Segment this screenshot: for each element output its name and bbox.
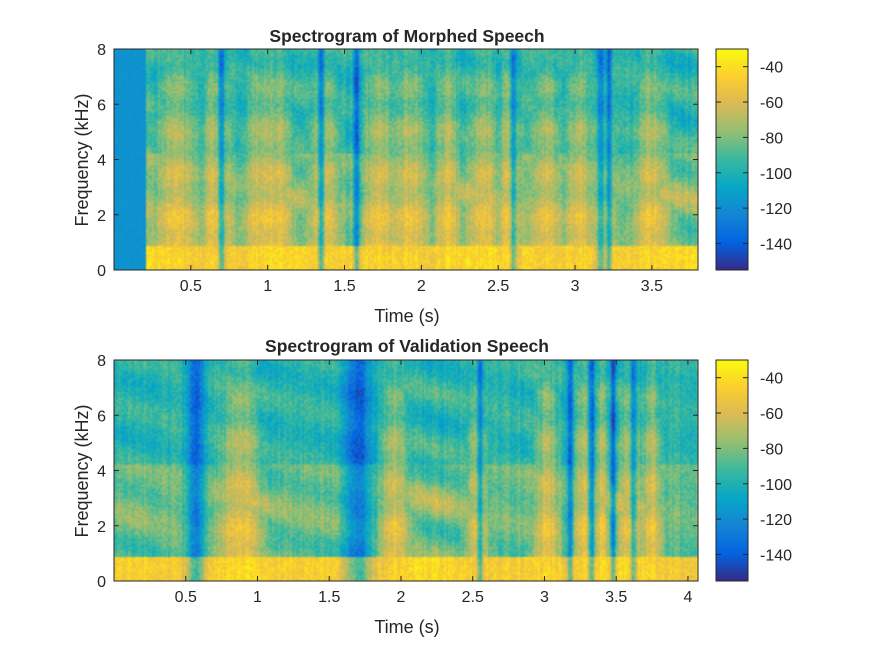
y-axis-ticks: 0 2 4 6 8 [97, 42, 698, 280]
spectrogram-panel-morphed: Spectrogram of Morphed Speech 0.5 1 1.5 2 2.… [72, 26, 792, 326]
x-axis-ticks: 0.5 1 1.5 2 2.5 3 3.5 [180, 49, 663, 295]
y-tick-label: 0 [97, 574, 106, 591]
x-tick-label: 2 [417, 278, 426, 295]
y-tick-label: 4 [97, 464, 106, 481]
chart-title: Spectrogram of Morphed Speech [269, 26, 544, 46]
colorbar-tick-label: -60 [760, 406, 783, 423]
colorbar-tick-label: -120 [760, 512, 792, 529]
x-tick-label: 3.5 [605, 589, 627, 606]
x-tick-label: 3 [571, 278, 580, 295]
x-axis-label: Time (s) [374, 306, 439, 326]
y-tick-label: 2 [97, 208, 106, 225]
y-tick-label: 6 [97, 97, 106, 114]
y-tick-label: 4 [97, 153, 106, 170]
x-tick-label: 2.5 [462, 589, 484, 606]
x-tick-label: 2.5 [487, 278, 509, 295]
y-axis-label: Frequency (kHz) [72, 93, 92, 226]
colorbar-tick-label: -140 [760, 547, 792, 564]
colorbar-ticks: -40 -60 -80 -100 -120 -140 [716, 371, 792, 564]
colorbar-tick-label: -140 [760, 236, 792, 253]
x-tick-label: 3.5 [641, 278, 663, 295]
colorbar [715, 48, 749, 271]
chart-title: Spectrogram of Validation Speech [265, 336, 549, 356]
colorbar-ticks: -40 -60 -80 -100 -120 -140 [716, 60, 792, 253]
colorbar-tick-label: -80 [760, 130, 783, 147]
x-tick-label: 2 [397, 589, 406, 606]
colorbar-tick-label: -100 [760, 166, 792, 183]
colorbar-tick-label: -60 [760, 95, 783, 112]
y-tick-label: 2 [97, 519, 106, 536]
x-tick-label: 0.5 [180, 278, 202, 295]
heatmap-image [114, 360, 698, 581]
y-axis-label: Frequency (kHz) [72, 404, 92, 537]
x-tick-label: 1.5 [318, 589, 340, 606]
colorbar-tick-label: -120 [760, 201, 792, 218]
y-axis-ticks: 0 2 4 6 8 [97, 353, 698, 591]
y-tick-label: 8 [97, 42, 106, 59]
x-tick-label: 1 [263, 278, 272, 295]
colorbar-tick-label: -80 [760, 441, 783, 458]
x-tick-label: 0.5 [175, 589, 197, 606]
x-axis-ticks: 0.5 1 1.5 2 2.5 3 3.5 4 [175, 360, 693, 606]
x-tick-label: 1.5 [333, 278, 355, 295]
y-tick-label: 6 [97, 408, 106, 425]
spectrogram-panel-validation: Spectrogram of Validation Speech 0.5 1 1.5… [72, 336, 792, 637]
colorbar [715, 359, 749, 582]
colorbar-tick-label: -40 [760, 60, 783, 77]
y-tick-label: 8 [97, 353, 106, 370]
x-tick-label: 1 [253, 589, 262, 606]
y-tick-label: 0 [97, 263, 106, 280]
x-tick-label: 4 [684, 589, 693, 606]
x-tick-label: 3 [540, 589, 549, 606]
heatmap-image [114, 49, 698, 270]
x-axis-label: Time (s) [374, 617, 439, 637]
colorbar-tick-label: -40 [760, 371, 783, 388]
colorbar-tick-label: -100 [760, 477, 792, 494]
